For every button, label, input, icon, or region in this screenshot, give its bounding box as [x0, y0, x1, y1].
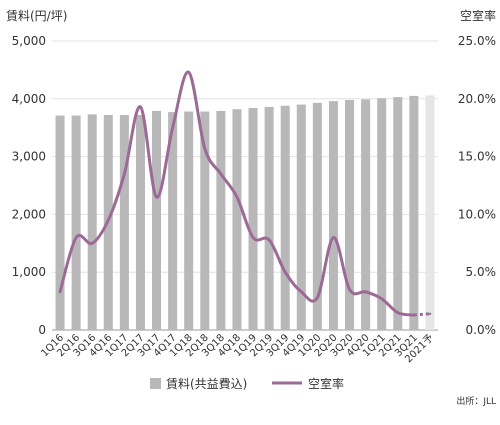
rent-bar — [87, 114, 97, 330]
legend-rent-swatch — [150, 378, 161, 389]
rent-bar — [232, 109, 242, 330]
vacancy-point — [171, 126, 174, 129]
vacancy-point — [219, 172, 223, 176]
vacancy-point — [364, 290, 367, 294]
right-tick-label: 0.0% — [466, 323, 497, 337]
right-tick-label: 20.0% — [458, 92, 496, 106]
vacancy-point — [300, 290, 303, 294]
rent-bar — [55, 115, 65, 330]
rent-bar — [328, 101, 338, 330]
rent-bar — [152, 110, 162, 330]
vacancy-point — [139, 105, 142, 109]
right-tick-label: 15.0% — [458, 150, 496, 164]
vacancy-point — [380, 297, 383, 300]
vacancy-point — [155, 195, 158, 199]
left-tick-label: 0 — [38, 323, 46, 337]
rent-bar — [361, 99, 371, 331]
rent-bars — [55, 95, 435, 331]
left-tick-label: 1,000 — [12, 265, 46, 279]
left-axis-title: 賃料(円/坪) — [6, 8, 67, 23]
vacancy-point — [412, 313, 416, 317]
vacancy-point — [316, 296, 319, 299]
rent-bar — [168, 112, 178, 331]
left-tick-label: 5,000 — [12, 34, 46, 48]
rent-bar — [345, 99, 355, 331]
rent-bar — [119, 114, 129, 330]
vacancy-line-path — [58, 70, 416, 317]
rent-bar — [409, 95, 419, 330]
rent-bar-forecast — [425, 95, 435, 330]
vacancy-point — [235, 195, 239, 199]
rent-bar — [312, 102, 322, 330]
right-axis-ticks: 0.0% 5.0% 10.0% 15.0% 20.0% 25.0% — [458, 34, 496, 337]
vacancy-point — [107, 218, 110, 222]
legend-rent-label: 賃料(共益費込) — [166, 376, 247, 391]
vacancy-point — [396, 311, 399, 314]
rent-bar — [248, 108, 258, 330]
rent-bar — [264, 106, 274, 330]
vacancy-forecast-segment — [413, 312, 431, 317]
vacancy-point — [91, 242, 94, 245]
rent-bar — [377, 98, 387, 330]
source-note: 出所：JLL — [456, 395, 496, 407]
vacancy-point — [267, 238, 271, 242]
vacancy-point — [332, 236, 335, 239]
vacancy-line — [58, 70, 432, 317]
vacancy-point — [203, 147, 206, 150]
right-tick-label: 5.0% — [466, 265, 497, 279]
vacancy-point — [251, 236, 255, 239]
vacancy-point — [428, 312, 432, 316]
rent-bar — [200, 111, 210, 331]
right-tick-label: 10.0% — [458, 207, 496, 221]
left-tick-label: 3,000 — [12, 150, 46, 164]
right-tick-label: 25.0% — [458, 34, 496, 48]
rent-bar — [71, 115, 81, 330]
rent-bar — [393, 97, 403, 330]
right-axis-title: 空室率 — [460, 8, 496, 23]
legend-vacancy-label: 空室率 — [308, 376, 344, 391]
rent-bar — [184, 111, 194, 331]
vacancy-point — [123, 172, 126, 176]
legend: 賃料(共益費込) 空室率 — [150, 376, 344, 391]
x-axis-ticks: 1Q162Q163Q164Q161Q172Q173Q174Q171Q182Q18… — [39, 332, 436, 366]
rent-bar — [135, 114, 145, 330]
vacancy-point — [58, 290, 62, 294]
rent-bar — [296, 104, 306, 330]
vacancy-point — [284, 271, 287, 274]
rent-bar — [216, 110, 226, 330]
left-tick-label: 4,000 — [12, 92, 46, 106]
rent-bar — [280, 105, 290, 331]
left-axis-ticks: 0 1,000 2,000 3,000 4,000 5,000 — [12, 34, 46, 337]
vacancy-point — [348, 288, 351, 291]
vacancy-point — [187, 71, 190, 74]
vacancy-point — [74, 236, 78, 239]
left-tick-label: 2,000 — [12, 207, 46, 221]
